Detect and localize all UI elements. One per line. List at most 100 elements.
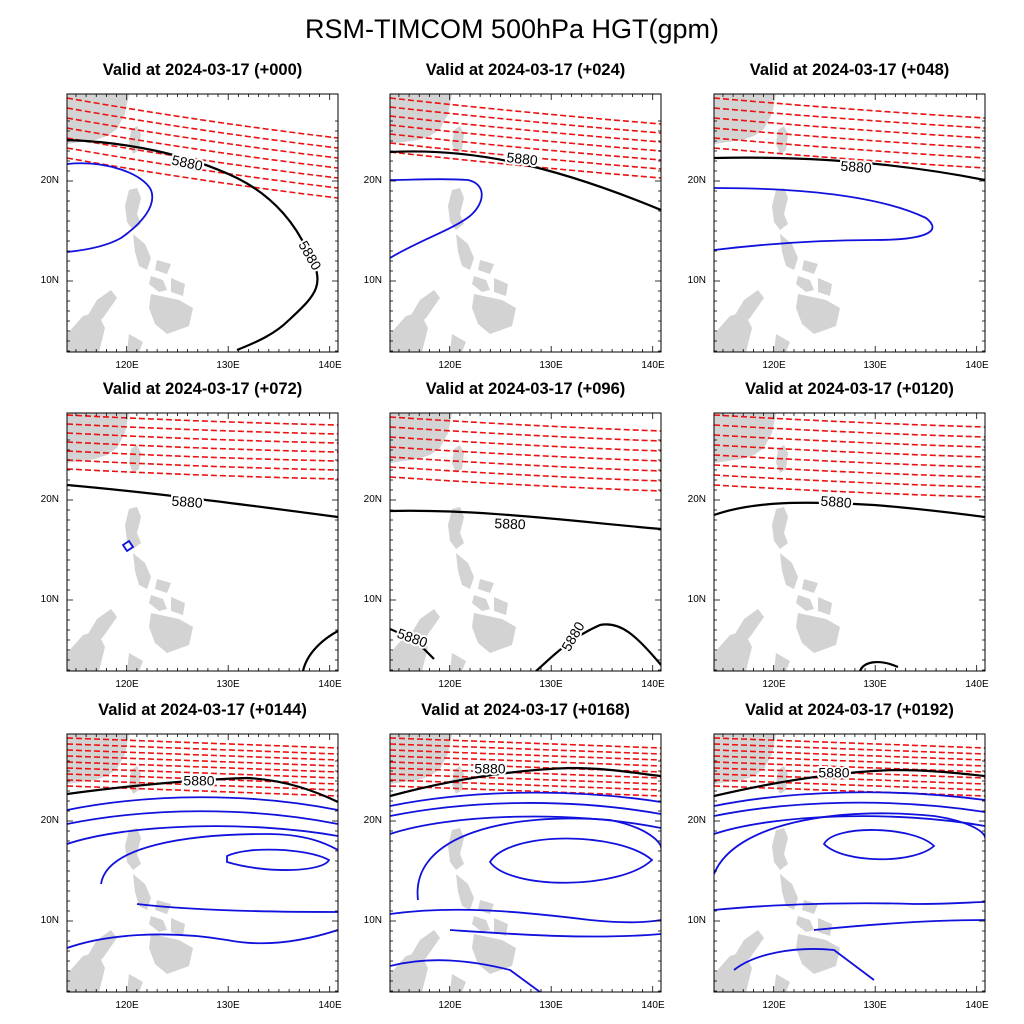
land-shape xyxy=(472,613,516,653)
lat-tick-label: 20N xyxy=(40,494,59,505)
ref-contour xyxy=(390,627,435,660)
land-shape xyxy=(774,653,790,671)
lat-tick-label: 20N xyxy=(363,494,382,505)
contour-label: 5880 xyxy=(171,493,203,511)
panel-title: Valid at 2024-03-17 (+024) xyxy=(425,61,626,79)
land-shape xyxy=(714,631,752,671)
high-contour xyxy=(67,423,338,435)
ref-contour xyxy=(301,630,338,671)
high-contour xyxy=(390,446,661,462)
high-contour xyxy=(390,124,661,152)
land-shape xyxy=(796,916,814,932)
land-shape xyxy=(67,952,105,992)
figure-title: RSM-TIMCOM 500hPa HGT(gpm) xyxy=(304,14,720,44)
ref-contour xyxy=(714,156,985,182)
lon-tick-label: 140E xyxy=(641,1000,665,1011)
panel-frame xyxy=(389,733,662,993)
high-contour xyxy=(714,773,985,785)
land-shape xyxy=(796,276,814,292)
high-contour xyxy=(390,456,661,472)
high-contour xyxy=(390,466,661,482)
land-shape xyxy=(129,445,141,473)
high-contour xyxy=(714,779,985,791)
lat-tick-label: 20N xyxy=(687,494,706,505)
land-shape xyxy=(456,553,474,589)
land-shape xyxy=(171,918,185,936)
lon-tick-label: 140E xyxy=(965,360,989,371)
land-shape xyxy=(714,413,776,463)
land-shape xyxy=(390,312,428,352)
land-shape xyxy=(149,613,193,653)
land-shape xyxy=(448,188,464,230)
lat-tick-label: 20N xyxy=(40,175,59,186)
land-shape xyxy=(155,579,171,593)
high-contour xyxy=(390,133,661,161)
ref-contour xyxy=(714,768,985,798)
land-shape xyxy=(127,334,143,352)
land-shape xyxy=(456,874,474,910)
low-contour xyxy=(67,162,154,253)
high-contour xyxy=(714,464,985,478)
high-contour xyxy=(67,737,338,749)
land-shape xyxy=(390,413,452,463)
low-contour xyxy=(67,929,338,949)
map-panel: 5880 xyxy=(713,412,986,672)
low-contour xyxy=(449,929,661,938)
low-contour xyxy=(390,959,541,992)
low-contour xyxy=(67,825,338,845)
lat-tick-label: 10N xyxy=(687,594,706,605)
land-shape xyxy=(714,312,752,352)
low-contour xyxy=(390,815,661,835)
high-contour xyxy=(390,476,661,492)
land-shape xyxy=(776,766,788,794)
low-contour xyxy=(488,837,654,884)
ref-contour xyxy=(390,150,661,212)
panel-title: Valid at 2024-03-17 (+048) xyxy=(749,61,950,79)
high-contour xyxy=(67,432,338,444)
panel-frame xyxy=(713,93,986,353)
land-shape xyxy=(450,653,466,671)
ref-contour xyxy=(390,509,661,531)
land-shape xyxy=(67,312,105,352)
low-contour xyxy=(813,919,985,931)
land-shape xyxy=(802,260,818,274)
map-panel: 5880 xyxy=(713,733,986,993)
high-contour xyxy=(67,468,338,480)
contour-label: 5880 xyxy=(506,149,539,168)
land-shape xyxy=(472,294,516,334)
land-shape xyxy=(133,234,151,270)
land-shape xyxy=(390,734,452,784)
lon-tick-label: 130E xyxy=(539,1000,563,1011)
contour-label: 5880 xyxy=(183,773,214,789)
map-panel: 5880 xyxy=(713,93,986,353)
land-shape xyxy=(149,934,193,974)
high-contour xyxy=(714,484,985,498)
panel-title: Valid at 2024-03-17 (+0120) xyxy=(745,380,954,398)
low-contour xyxy=(714,812,985,875)
high-contour xyxy=(714,434,985,448)
lon-tick-label: 140E xyxy=(318,679,342,690)
high-contour xyxy=(390,743,661,755)
panel-title: Valid at 2024-03-17 (+0144) xyxy=(98,701,307,719)
land-shape xyxy=(133,874,151,910)
land-shape xyxy=(171,278,185,296)
land-shape xyxy=(780,234,798,270)
lon-tick-label: 120E xyxy=(438,679,462,690)
land-shape xyxy=(125,828,141,870)
ref-contour xyxy=(714,501,985,519)
high-contour xyxy=(67,97,338,139)
land-shape xyxy=(452,445,464,473)
high-contour xyxy=(67,767,338,779)
low-contour xyxy=(100,833,338,885)
lat-tick-label: 10N xyxy=(687,275,706,286)
high-contour xyxy=(714,414,985,428)
low-contour xyxy=(416,817,661,901)
high-contour xyxy=(390,767,661,779)
high-contour xyxy=(67,414,338,426)
high-contour xyxy=(390,142,661,170)
high-contour xyxy=(390,115,661,143)
panel-title: Valid at 2024-03-17 (+0192) xyxy=(745,701,954,719)
high-contour xyxy=(714,107,985,129)
